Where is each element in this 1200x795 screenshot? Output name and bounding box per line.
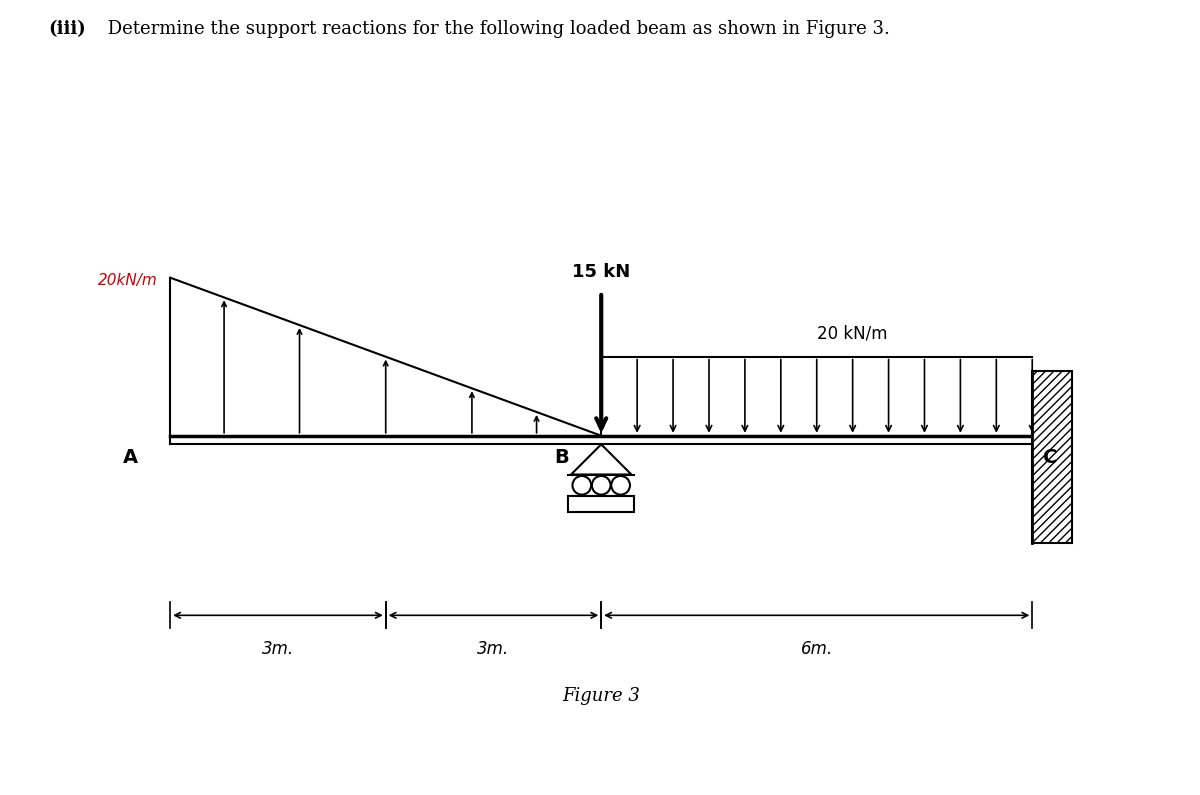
Text: Figure 3: Figure 3 — [563, 687, 640, 705]
Text: 20kN/m: 20kN/m — [98, 273, 158, 288]
Text: 3m.: 3m. — [262, 641, 294, 658]
Polygon shape — [571, 444, 631, 475]
Circle shape — [592, 476, 611, 494]
Text: 3m.: 3m. — [478, 641, 510, 658]
Text: Determine the support reactions for the following loaded beam as shown in Figure: Determine the support reactions for the … — [102, 20, 890, 38]
Bar — [568, 496, 635, 512]
Circle shape — [572, 476, 592, 494]
Text: 15 kN: 15 kN — [572, 263, 630, 281]
Bar — [1032, 371, 1072, 544]
Text: B: B — [554, 448, 569, 467]
Circle shape — [611, 476, 630, 494]
Bar — [170, 436, 1032, 444]
Text: (iii): (iii) — [48, 20, 85, 38]
Text: 20 kN/m: 20 kN/m — [817, 324, 888, 343]
Text: C: C — [1043, 448, 1057, 467]
Text: 6m.: 6m. — [800, 641, 833, 658]
Text: A: A — [124, 448, 138, 467]
